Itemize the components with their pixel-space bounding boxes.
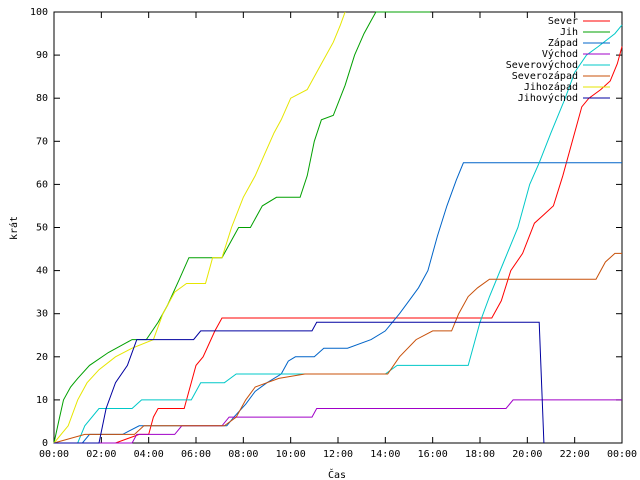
series-line-6 [53, 11, 346, 444]
y-tick-label: 0 [42, 438, 48, 449]
x-tick-label: 16:00 [418, 449, 448, 460]
x-tick-label: 00:00 [39, 449, 69, 460]
y-tick-label: 90 [36, 50, 48, 61]
x-tick-label: 10:00 [276, 449, 306, 460]
series-line-1 [53, 11, 431, 444]
legend-label: Jihozápad [524, 81, 578, 93]
x-axis-label: Čas [328, 468, 346, 480]
legend: SeverJihZápadVýchodSeverovýchodSeverozáp… [506, 16, 610, 104]
y-tick-label: 20 [36, 352, 48, 363]
y-tick-label: 40 [36, 266, 48, 277]
x-tick-label: 14:00 [370, 449, 400, 460]
y-tick-label: 80 [36, 93, 48, 104]
legend-label: Severozápad [512, 70, 578, 82]
x-tick-label: 04:00 [134, 449, 164, 460]
y-axis-label: krát [8, 216, 20, 240]
x-tick-label: 06:00 [181, 449, 211, 460]
x-tick-label: 08:00 [228, 449, 258, 460]
series-line-7 [54, 321, 545, 444]
x-tick-label: 00:00 [607, 449, 637, 460]
legend-label: Západ [548, 37, 578, 49]
series-line-3 [54, 399, 622, 444]
axes: 0 10 20 30 40 50 60 70 80 90 100 00:00 02:00 04:00 06:… [30, 7, 637, 460]
y-tick-label: 100 [30, 7, 48, 18]
legend-label: Sever [548, 16, 578, 27]
y-tick-label: 10 [36, 395, 48, 406]
series-line-2 [54, 162, 622, 444]
y-tick-label: 30 [36, 309, 48, 320]
y-tick-label: 60 [36, 179, 48, 190]
legend-label: Jih [560, 27, 578, 38]
y-tick-label: 50 [36, 223, 48, 234]
x-tick-label: 02:00 [86, 449, 116, 460]
x-tick-label: 18:00 [465, 449, 495, 460]
series-line-0 [54, 46, 623, 444]
legend-label: Východ [542, 48, 578, 60]
x-tick-label: 12:00 [323, 449, 353, 460]
series-line-4 [54, 24, 623, 444]
series-line-5 [53, 252, 622, 444]
legend-label: Severovýchod [506, 59, 578, 71]
series-lines [53, 11, 623, 444]
y-tick-label: 70 [36, 136, 48, 147]
x-tick-label: 20:00 [512, 449, 542, 460]
x-tick-label: 22:00 [560, 449, 590, 460]
legend-label: Jihovýchod [518, 92, 578, 104]
